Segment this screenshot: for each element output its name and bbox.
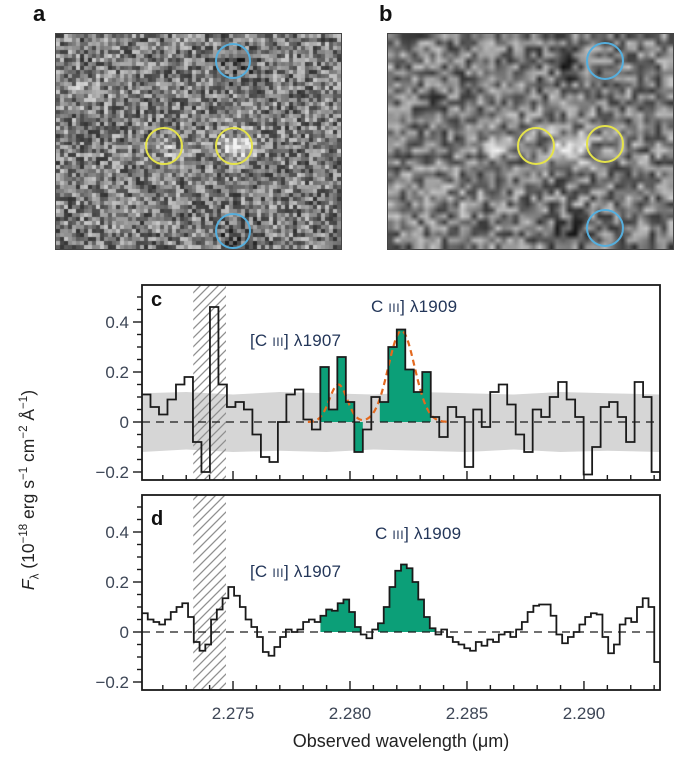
- panel-border: [141, 284, 661, 481]
- annotation-ciii-1909-panel-d: C III] λ1909: [375, 524, 461, 544]
- aperture-circle-blue: [586, 42, 624, 80]
- noise-map-a: [56, 34, 341, 249]
- annotation-smallcaps: III: [272, 335, 285, 349]
- ylabel-segment: F: [17, 579, 38, 591]
- spectrum-step-line: [142, 563, 660, 663]
- spectrum-panel-d: 0.4 0.2 0 −0.2: [95, 494, 661, 692]
- gaussian-fit-curve: [307, 329, 449, 423]
- ylabel-segment: erg s: [17, 480, 38, 524]
- aperture-circle-yellow: [145, 127, 183, 165]
- aperture-circle-blue: [215, 43, 251, 79]
- y-axis-title: Fλ (10−18 erg s−1 cm−2 Å−1): [11, 320, 42, 660]
- annotation-text: ] λ1907: [284, 331, 342, 350]
- annotation-text: ] λ1909: [404, 524, 462, 543]
- panel-label-b: b: [379, 1, 393, 26]
- x-tick-label: 2.285: [446, 704, 489, 723]
- cutout-image-b: [387, 33, 674, 250]
- aperture-circle-blue: [586, 209, 624, 247]
- ylabel-segment: cm: [17, 438, 38, 467]
- annotation-text: C: [371, 297, 389, 316]
- annotation-ciii-1907-panel-c: [C III] λ1907: [250, 331, 341, 351]
- spectrum-step-line: [142, 306, 661, 476]
- y-tick-label: 0: [120, 623, 129, 642]
- green-line-fill: [320, 357, 363, 452]
- annotation-text: [C: [250, 562, 273, 581]
- x-tick-label: 2.290: [563, 704, 606, 723]
- annotation-smallcaps: III: [272, 566, 285, 580]
- y-tick-label: 0: [120, 413, 129, 432]
- y-tick-label: −0.2: [95, 463, 129, 482]
- panel-label-a: a: [33, 1, 46, 26]
- hatch-region: [193, 495, 226, 690]
- annotation-ciii-1907-panel-d: [C III] λ1907: [250, 562, 341, 582]
- y-tick-label: 0.2: [105, 363, 129, 382]
- ylabel-segment: Å: [17, 408, 38, 426]
- panel-label-d: d: [151, 508, 164, 530]
- ylabel-segment: ): [17, 389, 38, 396]
- aperture-circle-blue: [215, 213, 251, 249]
- x-tick-label: 2.275: [212, 704, 255, 723]
- x-axis-title: Observed wavelength (μm): [292, 731, 510, 751]
- ylabel-segment: −18: [18, 523, 30, 544]
- y-tick-label: 0.4: [105, 313, 129, 332]
- y-tick-label: −0.2: [95, 673, 129, 692]
- annotation-smallcaps: III: [392, 528, 405, 542]
- aperture-circle-yellow: [517, 127, 555, 165]
- ylabel-segment: −2: [18, 425, 30, 439]
- annotation-ciii-1909-panel-c: C III] λ1909: [371, 297, 457, 317]
- aperture-circle-yellow: [586, 125, 624, 163]
- annotation-smallcaps: III: [388, 301, 401, 315]
- aperture-circle-yellow: [215, 127, 253, 165]
- x-tick-label: 2.280: [329, 704, 372, 723]
- ylabel-segment: −1: [18, 395, 30, 409]
- ylabel-segment: λ: [29, 573, 42, 580]
- spectrum-panel-c: 0.4 0.2 0 −0.2: [95, 284, 661, 482]
- y-tick-label: 0.4: [105, 523, 129, 542]
- annotation-text: C: [375, 524, 393, 543]
- panel-border: [141, 494, 661, 691]
- cutout-image-a: [55, 33, 342, 250]
- panel-label-c: c: [151, 289, 163, 311]
- annotation-text: [C: [250, 331, 273, 350]
- green-line-fill: [320, 599, 361, 632]
- ylabel-segment: −1: [18, 466, 30, 481]
- y-tick-label: 0.2: [105, 573, 129, 592]
- annotation-text: ] λ1907: [284, 562, 342, 581]
- annotation-text: ] λ1909: [400, 297, 458, 316]
- green-line-fill: [377, 564, 436, 632]
- ylabel-segment: (10: [17, 543, 38, 574]
